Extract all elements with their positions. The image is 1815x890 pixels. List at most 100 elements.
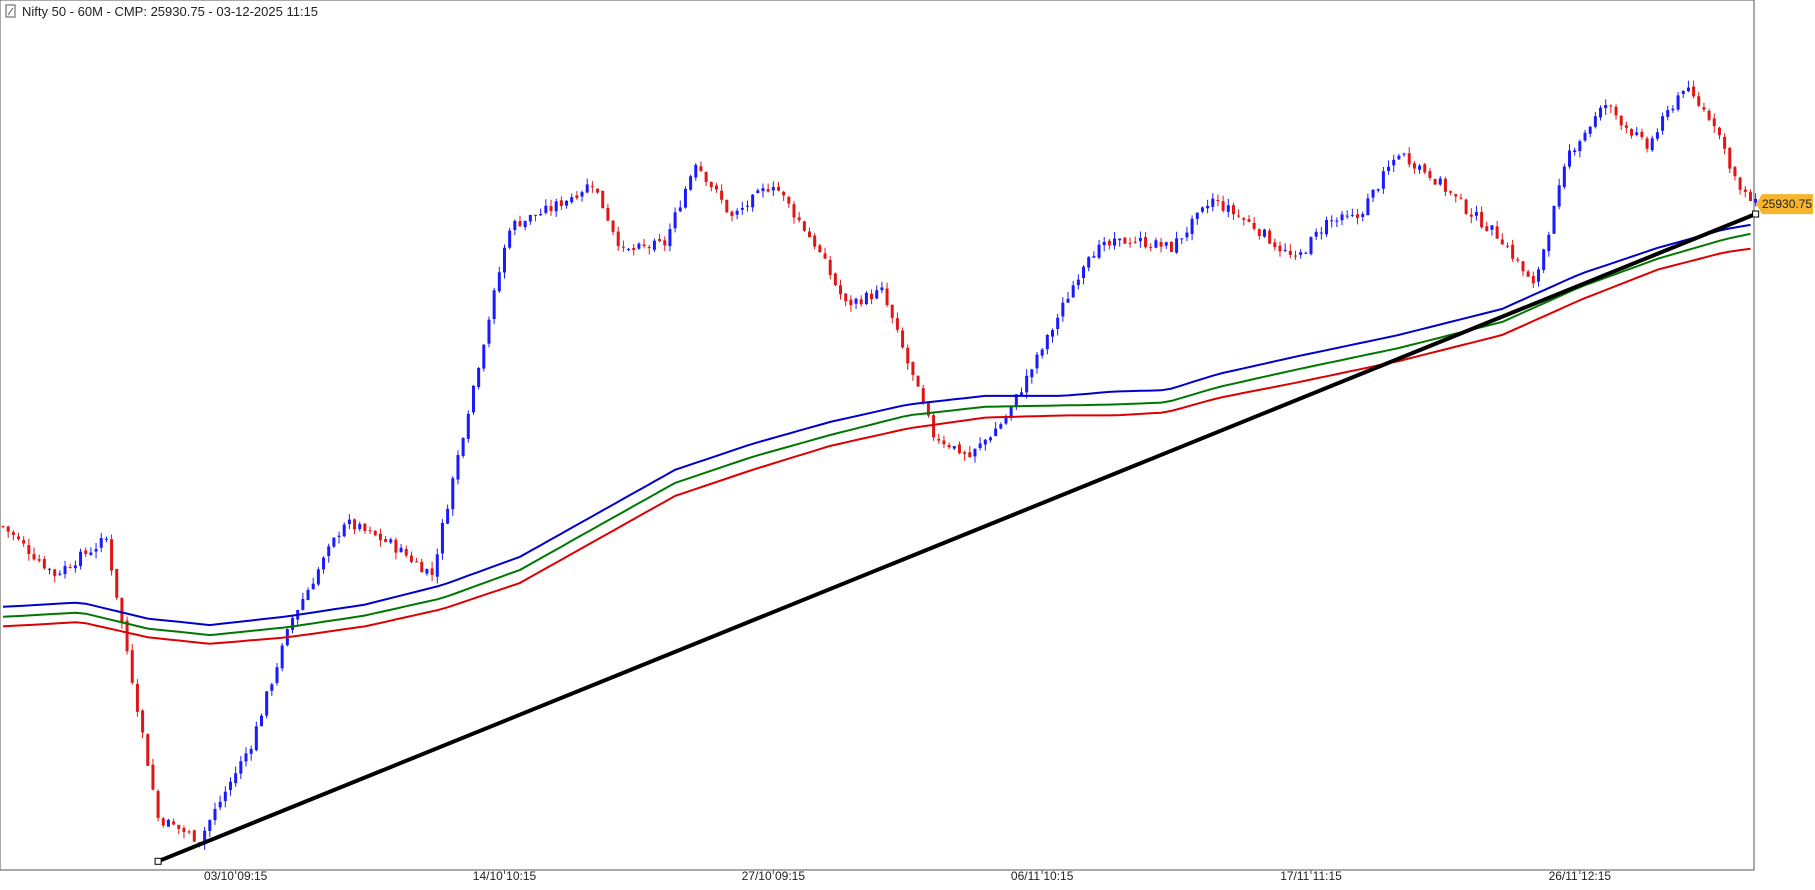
candle (1573, 147, 1577, 156)
candle-body (875, 290, 879, 299)
candle-body (1366, 198, 1370, 216)
candle-body (1671, 108, 1675, 111)
candle-body (275, 667, 279, 683)
candle (875, 285, 879, 300)
candle (1536, 266, 1540, 287)
candle-body (1412, 163, 1416, 169)
candle (627, 247, 631, 252)
candle (963, 450, 967, 461)
candle (42, 555, 46, 570)
candle-body (497, 272, 501, 292)
candle (316, 567, 320, 587)
candle-body (1164, 242, 1168, 246)
candle (1154, 237, 1158, 249)
candle (844, 292, 848, 307)
candle-body (1485, 226, 1489, 232)
candle-body (699, 166, 703, 171)
candle (797, 212, 801, 223)
candle (130, 643, 134, 685)
candle (435, 548, 439, 584)
candle (1661, 112, 1665, 135)
candle-body (32, 554, 36, 560)
candle-body (999, 424, 1003, 429)
candle-body (1593, 116, 1597, 127)
candle-body (332, 537, 336, 547)
candle-body (502, 247, 506, 273)
candle (301, 592, 305, 611)
candle (502, 244, 506, 279)
candle-body (575, 195, 579, 199)
candle-body (37, 559, 41, 561)
candle-body (1356, 214, 1360, 218)
candle (1423, 162, 1427, 175)
candle (104, 536, 108, 543)
candle-body (1583, 132, 1587, 141)
candle-body (156, 791, 160, 818)
candle-body (916, 376, 920, 387)
candle-body (280, 645, 284, 669)
candle-body (730, 211, 734, 216)
trendline-end-handle[interactable] (1752, 210, 1760, 218)
candle (17, 532, 21, 541)
candle (999, 422, 1003, 430)
candle (1516, 257, 1520, 263)
candle (446, 504, 450, 525)
candle (254, 721, 258, 752)
candle-body (1557, 185, 1561, 207)
candle-body (1133, 241, 1137, 243)
candle (353, 518, 357, 535)
trendline-group (154, 210, 1760, 865)
candle-body (1045, 334, 1049, 350)
candle (68, 563, 72, 569)
candle (275, 663, 279, 686)
candle-body (84, 550, 88, 555)
candle (1350, 208, 1354, 218)
candle-body (735, 210, 739, 215)
candle (725, 199, 729, 214)
candle (223, 786, 227, 808)
candle (601, 190, 605, 209)
trendline-start-handle[interactable] (154, 857, 162, 865)
candle-body (1185, 232, 1189, 238)
candle-body (642, 244, 646, 246)
candle (1738, 176, 1742, 195)
candle (1345, 210, 1349, 219)
candle (761, 183, 765, 198)
candle (249, 745, 253, 761)
candle-body (1568, 150, 1572, 167)
candle-body (839, 285, 843, 295)
candle (1469, 208, 1473, 224)
candle-body (880, 287, 884, 291)
candle-body (63, 566, 67, 575)
candle-body (1459, 197, 1463, 199)
candle-body (1423, 164, 1427, 173)
candle (425, 568, 429, 576)
candle (1076, 274, 1080, 290)
candle-body (130, 650, 134, 683)
candle-body (1697, 96, 1701, 106)
candle-body (446, 508, 450, 524)
candle (1, 525, 5, 529)
candle (1526, 269, 1530, 277)
candle (1697, 92, 1701, 108)
candle (777, 182, 780, 192)
candle-body (1588, 126, 1592, 134)
candle (833, 272, 837, 287)
candle-body (1092, 256, 1096, 258)
candle-body (833, 273, 837, 285)
candle-body (1304, 252, 1308, 254)
candle (311, 577, 315, 590)
candle (203, 826, 207, 850)
candle-body (1180, 238, 1184, 240)
x-tick-label: 03/10 09:15 (204, 869, 268, 883)
candle (89, 547, 93, 556)
trendline[interactable] (157, 212, 1757, 864)
candle-body (689, 176, 693, 190)
candle (1138, 231, 1142, 248)
candle-body (1531, 276, 1535, 284)
candle-body (1035, 354, 1039, 369)
candle-body (1330, 220, 1334, 222)
candle (6, 525, 10, 538)
candle (378, 528, 382, 547)
